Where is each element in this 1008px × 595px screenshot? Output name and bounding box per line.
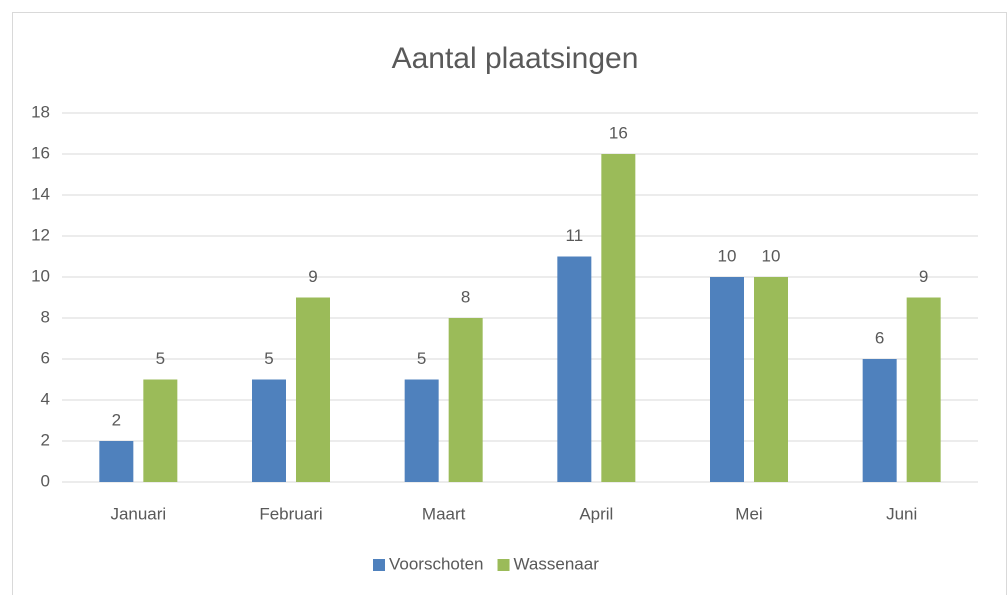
x-tick-label: Maart xyxy=(422,504,466,523)
y-tick-label: 0 xyxy=(41,471,50,490)
bar xyxy=(99,441,134,482)
data-label: 6 xyxy=(875,328,884,347)
bar xyxy=(710,277,744,482)
bar xyxy=(143,379,178,482)
data-label: 16 xyxy=(609,123,628,142)
data-label: 10 xyxy=(762,246,781,265)
data-label: 9 xyxy=(919,267,928,286)
bar xyxy=(862,359,897,482)
y-tick-label: 10 xyxy=(31,266,50,285)
y-tick-label: 12 xyxy=(31,225,50,244)
bar xyxy=(448,318,483,482)
x-tick-label: Mei xyxy=(735,504,762,523)
y-tick-label: 8 xyxy=(41,307,50,326)
data-label: 5 xyxy=(264,349,273,368)
y-tick-label: 4 xyxy=(41,389,50,408)
data-label: 11 xyxy=(566,226,584,245)
data-label: 8 xyxy=(461,287,470,306)
legend-label: Voorschoten xyxy=(389,554,484,573)
data-label: 10 xyxy=(718,246,737,265)
bar xyxy=(296,297,330,482)
bar xyxy=(906,297,941,482)
x-tick-label: April xyxy=(579,504,613,523)
data-label: 2 xyxy=(112,410,121,429)
y-tick-label: 18 xyxy=(31,102,50,121)
legend-swatch xyxy=(373,559,385,571)
legend-label: Wassenaar xyxy=(514,554,600,573)
x-tick-label: Januari xyxy=(110,504,166,523)
chart-title: Aantal plaatsingen xyxy=(392,42,639,75)
bar xyxy=(557,256,592,482)
legend-swatch xyxy=(497,559,510,571)
data-label: 5 xyxy=(417,349,426,368)
bar xyxy=(252,379,286,482)
y-tick-label: 14 xyxy=(31,184,50,203)
x-tick-label: Juni xyxy=(886,504,917,523)
y-tick-label: 16 xyxy=(31,143,50,162)
x-tick-label: Februari xyxy=(259,504,322,523)
chart-border xyxy=(12,12,1007,595)
bar xyxy=(754,277,788,482)
bar xyxy=(601,154,636,482)
y-tick-label: 6 xyxy=(41,348,50,367)
data-label: 9 xyxy=(308,267,317,286)
data-label: 5 xyxy=(156,349,165,368)
y-tick-label: 2 xyxy=(41,430,50,449)
bar xyxy=(404,379,439,482)
